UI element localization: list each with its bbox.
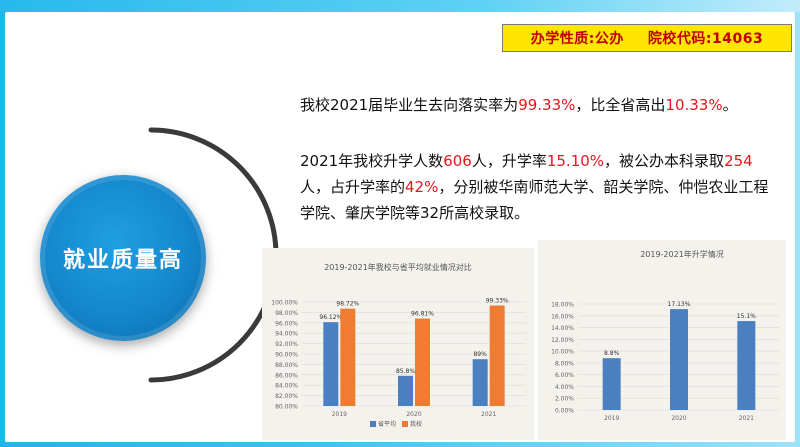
p1-highlight-diff: 10.33% [665, 96, 723, 114]
p2-highlight-share: 42% [405, 178, 439, 196]
y-tick-label: 16.00% [551, 313, 574, 320]
data-label: 85.8% [396, 368, 415, 375]
x-tick-label: 2020 [671, 415, 686, 422]
bar [472, 359, 488, 406]
y-tick-label: 100.00% [271, 300, 298, 307]
school-nature: 办学性质:公办 [530, 31, 624, 47]
p1-text-2: ，比全省高出 [575, 96, 666, 114]
bar [489, 305, 505, 406]
data-label: 17.13% [668, 301, 691, 308]
data-label: 15.1% [737, 313, 756, 320]
x-tick-label: 2019 [332, 411, 347, 418]
chart-title: 2019-2021年我校与省平均就业情况对比 [324, 262, 472, 272]
y-tick-label: 2.00% [555, 396, 574, 403]
school-code: 院校代码:14063 [647, 31, 764, 47]
bar [670, 309, 688, 410]
paragraph-graduation-rate: 我校2021届毕业生去向落实率为99.33%，比全省高出10.33%。 [300, 92, 770, 118]
y-tick-label: 4.00% [555, 384, 574, 391]
data-label: 96.12% [319, 314, 342, 321]
y-tick-label: 82.00% [275, 393, 298, 400]
legend-swatch [402, 421, 408, 427]
y-tick-label: 0.00% [555, 408, 574, 415]
y-tick-label: 88.00% [275, 362, 298, 369]
chart-title: 2019-2021年升学情况 [640, 249, 724, 259]
y-tick-label: 92.00% [275, 341, 298, 348]
bar [737, 321, 756, 410]
p1-text-1: 我校2021届毕业生去向落实率为 [300, 96, 519, 114]
p2-text-1: 2021年我校升学人数 [300, 152, 444, 170]
badge-circle: 就业质量高 [40, 175, 206, 341]
bar [340, 308, 356, 406]
y-tick-label: 12.00% [551, 337, 574, 344]
legend-label: 省平均 [378, 420, 396, 428]
y-tick-label: 80.00% [275, 404, 298, 411]
x-tick-label: 2019 [604, 415, 619, 422]
y-tick-label: 18.00% [551, 302, 574, 309]
p2-text-4: 人，占升学率的 [300, 178, 406, 196]
x-tick-label: 2021 [481, 411, 496, 418]
y-tick-label: 8.00% [555, 360, 574, 367]
x-tick-label: 2021 [739, 415, 754, 422]
employment-comparison-chart: 2019-2021年我校与省平均就业情况对比 80.00% 82.00% 84.00%… [271, 262, 526, 428]
bar [602, 358, 621, 410]
p2-highlight-public: 254 [724, 152, 753, 170]
bar [415, 318, 430, 406]
p2-highlight-rate: 15.10% [546, 152, 605, 170]
y-tick-label: 6.00% [555, 372, 574, 379]
bar [323, 322, 339, 406]
p2-text-2: 人，升学率 [471, 152, 547, 170]
legend-swatch [370, 421, 376, 427]
data-label: 8.8% [604, 350, 620, 357]
p2-highlight-count: 606 [443, 152, 472, 170]
y-tick-label: 14.00% [551, 325, 574, 332]
info-banner: 办学性质:公办 院校代码:14063 [502, 24, 792, 52]
y-tick-label: 94.00% [275, 331, 298, 338]
y-tick-label: 84.00% [275, 383, 298, 390]
data-label: 96.81% [411, 311, 434, 318]
further-study-chart: 2019-2021年升学情况 0.00% 2.00% 4.00% 6.00% 8.00% 1… [551, 249, 780, 422]
data-label: 99.33% [486, 297, 509, 304]
chart-panel-employment: 2019-2021年我校与省平均就业情况对比 80.00% 82.00% 84.00%… [262, 248, 534, 440]
y-tick-label: 98.00% [275, 310, 298, 317]
badge-text: 就业质量高 [62, 248, 183, 273]
data-label: 98.72% [336, 301, 359, 308]
y-tick-label: 86.00% [275, 372, 298, 379]
data-label: 89% [473, 351, 487, 358]
p2-text-3: ，被公办本科录取 [604, 152, 725, 170]
y-tick-label: 90.00% [275, 352, 298, 359]
chart-panel-further-study: 2019-2021年升学情况 0.00% 2.00% 4.00% 6.00% 8.00% 1… [538, 240, 786, 440]
bar [398, 375, 413, 406]
y-tick-label: 96.00% [275, 320, 298, 327]
p2-text-5: ，分别被华南师范大学、韶关学院、仲恺农业工程学院、肇庆学院等32所高校录取。 [300, 178, 769, 222]
paragraph-further-study: 2021年我校升学人数606人，升学率15.10%，被公办本科录取254 人，占升… [300, 148, 770, 226]
x-tick-label: 2020 [406, 411, 421, 418]
p1-highlight-rate: 99.33% [518, 96, 576, 114]
legend-label: 我校 [410, 420, 422, 428]
y-tick-label: 10.00% [551, 349, 574, 356]
p1-text-3: 。 [722, 96, 738, 114]
top-stripe [0, 0, 800, 12]
